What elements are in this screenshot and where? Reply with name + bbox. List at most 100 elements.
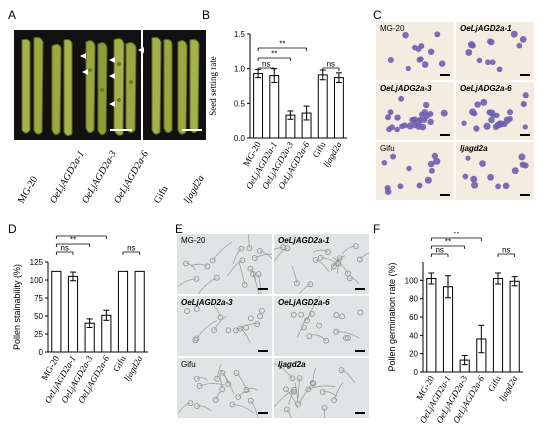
pollen-tube	[359, 252, 369, 260]
pollen-grain	[479, 160, 486, 167]
pollen-grain	[213, 274, 220, 281]
pollen-grain	[339, 313, 345, 320]
significance-label: ns	[60, 244, 68, 253]
pollen-tube	[297, 378, 300, 399]
micrograph-image	[274, 362, 356, 418]
pollen-tube	[254, 253, 272, 259]
y-tick-label: 40	[409, 331, 418, 340]
pollen-grain	[423, 101, 430, 109]
pollen-grain	[293, 280, 300, 287]
micrograph-tile: ljagd2a	[274, 358, 369, 418]
pollen-tube	[333, 255, 346, 267]
micrograph-tile: OeLjAGD2a-6	[274, 296, 369, 356]
arrowhead-markers	[80, 47, 144, 107]
pollen-tube	[322, 391, 338, 398]
pollen-grain	[519, 36, 527, 43]
pollen-grain	[239, 257, 246, 264]
pollen-grain	[305, 386, 312, 393]
pollen-grain	[356, 256, 363, 263]
scale-bar	[440, 74, 450, 76]
pollen-grain	[241, 282, 248, 288]
pollen-tube	[246, 387, 258, 391]
pod-group-oe6	[113, 38, 137, 136]
pollen-grain	[507, 109, 514, 116]
y-tick-label: 20	[409, 350, 418, 359]
pollen-grain	[394, 126, 400, 133]
pollen-grain	[333, 312, 340, 318]
pollen-grain	[489, 59, 496, 66]
pollen-tube	[336, 331, 360, 339]
pollen-tube	[337, 263, 339, 274]
scale-bar	[355, 350, 365, 352]
pollen-grain	[331, 397, 338, 404]
pollen-grain	[214, 375, 221, 382]
pollen-grain	[488, 38, 495, 46]
panel-letter-e: E	[175, 222, 184, 236]
bar	[134, 270, 145, 353]
pollen-grain	[217, 314, 224, 321]
pollen-grain	[428, 167, 435, 174]
pollen-grain	[398, 95, 405, 102]
pollen-grain	[522, 124, 528, 130]
pollen-grain	[251, 255, 258, 261]
pollen-grain	[212, 396, 219, 403]
micrograph-tile: ljagd2a	[456, 142, 534, 200]
y-tick-label: 0	[414, 368, 419, 377]
pollen-grain	[461, 120, 467, 126]
pollen-grain	[431, 152, 439, 160]
pollen-tube	[252, 273, 260, 294]
pollen-grain	[520, 101, 527, 108]
pollen-grain	[471, 181, 479, 189]
micrograph-tile: Gifu	[177, 358, 272, 418]
pollen-tube	[306, 296, 321, 321]
significance-label: **	[271, 50, 277, 59]
significance-label: ns	[327, 60, 335, 69]
pollen-grain	[485, 59, 491, 66]
pollen-tube	[178, 278, 197, 287]
pollen-grain	[323, 337, 330, 344]
pod-label: Gifu	[152, 184, 171, 206]
pollen-grain	[469, 108, 477, 116]
bar	[509, 280, 520, 373]
pollen-grain	[473, 125, 480, 132]
pollen-grain	[357, 309, 364, 316]
pollen-grain	[237, 325, 244, 332]
pollen-tube	[212, 241, 233, 261]
y-tick-label: 0	[39, 348, 44, 357]
pollen-tube	[236, 372, 247, 391]
panel-letter-f: F	[373, 222, 381, 236]
pollen-grain	[390, 153, 397, 160]
micrograph-label: ljagd2a	[460, 144, 488, 153]
scale-bar	[520, 194, 530, 196]
micrograph-label: OeLjADG2a-3	[380, 84, 432, 93]
micrograph-label: MG-20	[181, 236, 206, 245]
pollen-tube	[196, 320, 217, 339]
significance-label: ns	[435, 246, 443, 255]
pollen-grain	[338, 367, 345, 374]
scale-bar	[440, 194, 450, 196]
pollen-tube	[216, 364, 222, 379]
pollen-grain	[284, 245, 291, 252]
pollen-grain	[312, 257, 319, 263]
pollen-grain	[522, 92, 529, 99]
pollen-tube	[274, 362, 293, 379]
pollen-grain	[254, 321, 261, 327]
pollen-tube	[274, 389, 295, 408]
pollen-tube	[240, 328, 251, 343]
pollen-grain	[255, 271, 262, 278]
pollen-tube	[232, 248, 242, 265]
significance-label: **	[453, 232, 459, 239]
pollen-grain	[494, 121, 501, 128]
pollen-grain	[487, 173, 494, 181]
bar	[442, 286, 454, 373]
y-tick-label: 1.0	[234, 65, 246, 74]
pollen-grain	[238, 245, 245, 252]
pollen-grain	[306, 333, 313, 340]
pollen-grain	[247, 315, 254, 322]
pollen-grain	[405, 65, 411, 72]
pollen-grain	[474, 101, 481, 108]
pollen-grain	[402, 31, 409, 39]
pollen-tube	[332, 257, 349, 274]
